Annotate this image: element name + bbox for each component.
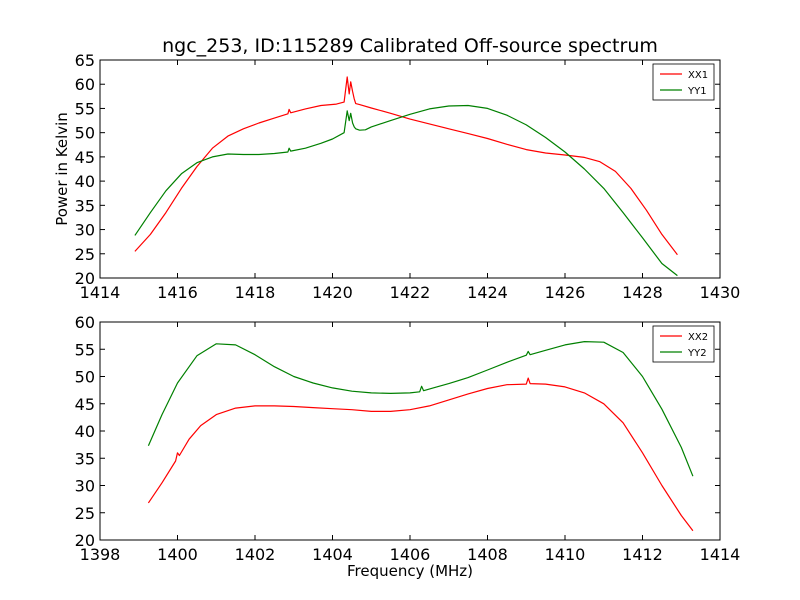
top-legend: XX1 YY1 — [652, 63, 715, 101]
bottom-y-tick-label: 45 — [75, 395, 95, 414]
top-x-tick-label: 1428 — [622, 283, 663, 302]
top-x-tick-label: 1420 — [312, 283, 353, 302]
series-line-yy2 — [147, 341, 694, 477]
bottom-y-tick-label: 55 — [75, 340, 95, 359]
bottom-x-tick-label: 1398 — [80, 545, 121, 564]
top-y-tick-label: 60 — [75, 75, 95, 94]
top-y-tick-label: 30 — [75, 221, 95, 240]
top-x-tick-label: 1422 — [390, 283, 431, 302]
bottom-y-tick-label: 25 — [75, 504, 95, 523]
bottom-x-tick-label: 1412 — [622, 545, 663, 564]
top-y-tick-label: 45 — [75, 148, 95, 167]
top-y-tick-label: 35 — [75, 196, 95, 215]
top-legend-label-xx1: XX1 — [688, 70, 708, 81]
top-x-axis-ticks: 1414 1416 1418 1420 1422 1424 1426 1428 1430 — [80, 60, 741, 302]
bottom-y-axis-ticks: 20 25 30 35 40 45 50 55 60 — [75, 313, 720, 550]
bottom-y-tick-label: 50 — [75, 368, 95, 387]
bottom-x-axis-title: Frequency (MHz) — [347, 562, 473, 580]
top-legend-box — [652, 63, 715, 101]
top-y-tick-label: 65 — [75, 51, 95, 70]
top-y-tick-label: 20 — [75, 269, 95, 288]
series-line-xx2 — [147, 377, 694, 532]
bottom-legend-label-yy2: YY2 — [687, 348, 707, 359]
bottom-subplot: 1398 1400 1402 1404 1406 1408 1410 1412 1414 202… — [75, 313, 741, 580]
top-y-tick-label: 55 — [75, 99, 95, 118]
bottom-x-tick-label: 1402 — [235, 545, 276, 564]
bottom-x-axis-ticks: 1398 1400 1402 1404 1406 1408 1410 1412 1414 — [80, 322, 741, 564]
bottom-y-tick-label: 40 — [75, 422, 95, 441]
top-x-tick-label: 1424 — [467, 283, 508, 302]
bottom-y-tick-label: 60 — [75, 313, 95, 332]
top-x-tick-label: 1426 — [545, 283, 586, 302]
top-x-tick-label: 1418 — [235, 283, 276, 302]
bottom-x-tick-label: 1408 — [467, 545, 508, 564]
bottom-series-group — [147, 341, 694, 532]
bottom-y-tick-label: 35 — [75, 449, 95, 468]
bottom-legend-label-xx2: XX2 — [688, 332, 708, 343]
top-x-tick-label: 1430 — [700, 283, 741, 302]
top-y-tick-label: 40 — [75, 172, 95, 191]
bottom-x-tick-label: 1400 — [157, 545, 198, 564]
bottom-x-tick-label: 1406 — [390, 545, 431, 564]
figure-title: ngc_253, ID:115289 Calibrated Off-source… — [162, 35, 658, 57]
bottom-x-tick-label: 1414 — [700, 545, 741, 564]
top-y-axis-title: Power in Kelvin — [53, 112, 71, 226]
top-x-tick-label: 1414 — [80, 283, 121, 302]
bottom-y-tick-label: 30 — [75, 477, 95, 496]
top-subplot: 1414 1416 1418 1420 1422 1424 1426 1428 1430 202… — [53, 51, 740, 302]
bottom-x-tick-label: 1404 — [312, 545, 353, 564]
series-line-yy1 — [134, 104, 678, 277]
bottom-legend-box — [652, 325, 715, 363]
bottom-x-tick-label: 1410 — [545, 545, 586, 564]
top-y-tick-label: 50 — [75, 124, 95, 143]
top-y-tick-label: 25 — [75, 245, 95, 264]
top-series-group — [134, 76, 678, 277]
bottom-y-tick-label: 20 — [75, 531, 95, 550]
top-x-tick-label: 1416 — [157, 283, 198, 302]
top-legend-label-yy1: YY1 — [687, 86, 707, 97]
top-y-axis-ticks: 20 25 30 35 40 45 50 55 60 65 — [75, 51, 720, 288]
bottom-legend: XX2 YY2 — [652, 325, 715, 363]
